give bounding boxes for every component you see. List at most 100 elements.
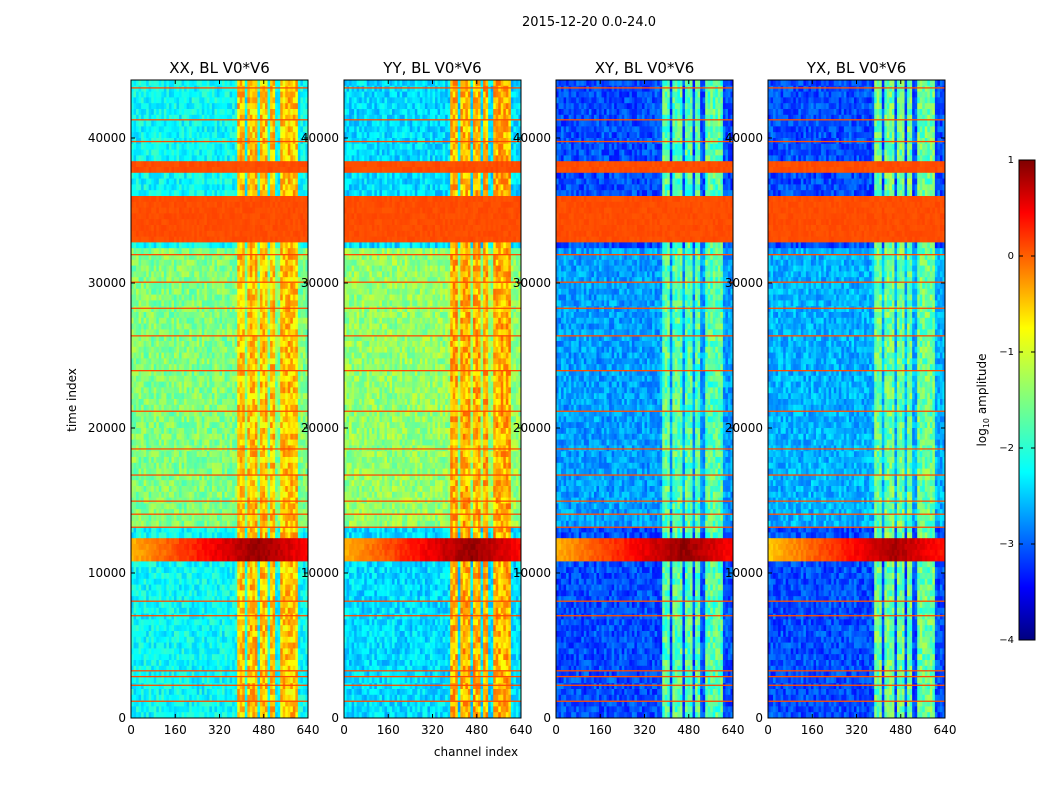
heatmap-cell (280, 161, 284, 168)
heatmap-cell (285, 358, 289, 365)
heatmap-cell (295, 109, 299, 116)
heatmap-cell (153, 161, 157, 168)
heatmap-cell (295, 143, 299, 150)
heatmap-cell (204, 317, 208, 324)
heatmap-cell (189, 364, 193, 371)
heatmap-cell (305, 143, 309, 150)
heatmap-cell (184, 317, 188, 324)
heatmap-cell (252, 277, 256, 284)
heatmap-cell (224, 381, 228, 388)
heatmap-cell (295, 312, 299, 319)
heatmap-cell (277, 161, 281, 168)
heatmap-cell (275, 358, 279, 365)
heatmap-cell (214, 358, 218, 365)
heatmap-cell (138, 323, 142, 330)
heatmap-cell (216, 236, 220, 243)
heatmap-cell (262, 422, 266, 429)
heatmap-cell (179, 457, 182, 464)
heatmap-cell (270, 358, 273, 365)
heatmap-cell (239, 381, 243, 388)
heatmap-cell (249, 341, 253, 348)
heatmap-cell (133, 248, 137, 255)
heatmap-cell (181, 457, 185, 464)
heatmap-cell (143, 196, 147, 203)
heatmap-cell (224, 329, 228, 336)
heatmap-cell (287, 91, 291, 98)
heatmap-cell (252, 265, 256, 272)
heatmap-cell (254, 404, 258, 411)
heatmap-cell (277, 213, 281, 220)
heatmap-cell (151, 178, 155, 185)
heatmap-cell (184, 462, 188, 469)
heatmap-cell (156, 161, 160, 168)
heatmap-cell (146, 248, 150, 255)
heatmap-cell (227, 190, 231, 197)
heatmap-cell (270, 457, 273, 464)
heatmap-cell (176, 132, 180, 139)
heatmap-cell (141, 236, 145, 243)
heatmap-cell (143, 172, 147, 179)
heatmap-cell (267, 428, 271, 435)
heatmap-cell (244, 196, 248, 203)
heatmap-cell (156, 236, 160, 243)
heatmap-cell (275, 381, 279, 388)
heatmap-cell (141, 167, 145, 174)
heatmap-cell (199, 364, 203, 371)
heatmap-cell (232, 207, 236, 214)
heatmap-cell (148, 254, 152, 261)
heatmap-cell (262, 184, 266, 191)
heatmap-cell (133, 370, 137, 377)
heatmap-cell (156, 85, 160, 92)
heatmap-cell (158, 283, 162, 290)
heatmap-cell (292, 433, 296, 440)
heatmap-cell (194, 184, 198, 191)
heatmap-cell (237, 97, 241, 104)
heatmap-cell (191, 265, 195, 272)
heatmap-cell (222, 352, 225, 359)
heatmap-cell (146, 491, 150, 498)
heatmap-cell (272, 433, 276, 440)
heatmap-cell (153, 120, 157, 127)
heatmap-cell (237, 451, 241, 458)
heatmap-cell (257, 317, 261, 324)
heatmap-cell (146, 265, 150, 272)
heatmap-cell (156, 230, 160, 237)
heatmap-cell (257, 248, 261, 255)
heatmap-cell (224, 103, 228, 110)
heatmap-cell (153, 370, 157, 377)
heatmap-cell (275, 457, 279, 464)
heatmap-cell (252, 439, 256, 446)
heatmap-cell (194, 172, 198, 179)
heatmap-cell (227, 317, 231, 324)
heatmap-cell (151, 196, 155, 203)
heatmap-cell (186, 201, 190, 208)
heatmap-cell (244, 230, 248, 237)
heatmap-cell (237, 172, 241, 179)
heatmap-cell (219, 393, 223, 400)
heatmap-cell (191, 399, 195, 406)
heatmap-cell (156, 265, 160, 272)
heatmap-cell (297, 439, 301, 446)
heatmap-cell (267, 433, 271, 440)
heatmap-cell (257, 149, 261, 156)
heatmap-cell (219, 213, 223, 220)
heatmap-cell (204, 155, 208, 162)
heatmap-cell (219, 352, 223, 359)
heatmap-cell (275, 474, 279, 481)
heatmap-cell (201, 288, 205, 295)
heatmap-cell (133, 387, 137, 394)
heatmap-cell (229, 410, 233, 417)
heatmap-cell (209, 230, 213, 237)
heatmap-cell (166, 242, 170, 249)
heatmap-cell (282, 120, 286, 127)
heatmap-cell (244, 317, 248, 324)
heatmap-cell (151, 288, 155, 295)
heatmap-cell (156, 422, 160, 429)
heatmap-cell (168, 225, 172, 232)
heatmap-cell (216, 329, 220, 336)
heatmap-cell (196, 433, 200, 440)
heatmap-cell (189, 132, 193, 139)
heatmap-cell (156, 213, 160, 220)
heatmap-cell (234, 149, 238, 156)
heatmap-cell (166, 207, 170, 214)
